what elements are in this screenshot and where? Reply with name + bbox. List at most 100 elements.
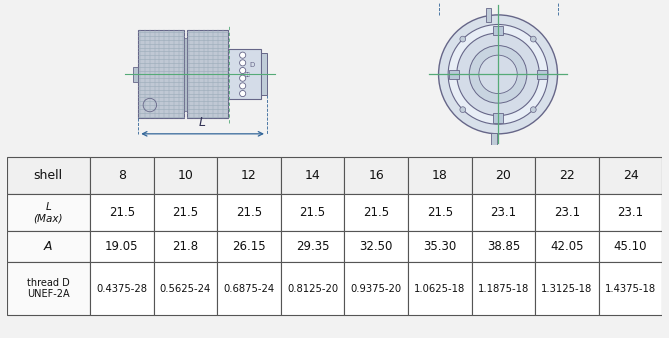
Text: 14: 14 bbox=[304, 169, 320, 182]
Text: 18: 18 bbox=[432, 169, 448, 182]
Text: 10: 10 bbox=[177, 169, 193, 182]
Bar bbox=[493, 114, 503, 123]
Text: A: A bbox=[44, 240, 53, 253]
Bar bbox=[217, 194, 281, 231]
Bar bbox=[535, 158, 599, 194]
Bar bbox=[408, 231, 472, 262]
Bar bbox=[185, 38, 187, 111]
Bar bbox=[408, 262, 472, 315]
Text: 21.5: 21.5 bbox=[109, 206, 135, 219]
Text: 1.1875-18: 1.1875-18 bbox=[478, 284, 529, 294]
Text: 23.1: 23.1 bbox=[490, 206, 516, 219]
Text: 0.6875-24: 0.6875-24 bbox=[223, 284, 274, 294]
Text: 19.05: 19.05 bbox=[105, 240, 138, 253]
Text: thread D
UNEF-2A: thread D UNEF-2A bbox=[27, 278, 70, 299]
Bar bbox=[154, 262, 217, 315]
Bar bbox=[599, 194, 662, 231]
Text: 20: 20 bbox=[496, 169, 511, 182]
Bar bbox=[7, 262, 90, 315]
Bar bbox=[90, 262, 154, 315]
Bar bbox=[7, 158, 90, 194]
Text: 0.8125-20: 0.8125-20 bbox=[287, 284, 338, 294]
Bar bbox=[535, 231, 599, 262]
Bar bbox=[345, 231, 408, 262]
Text: 32.50: 32.50 bbox=[359, 240, 393, 253]
Bar bbox=[472, 194, 535, 231]
Circle shape bbox=[240, 83, 246, 89]
Bar bbox=[599, 158, 662, 194]
Text: 21.8: 21.8 bbox=[173, 240, 199, 253]
Bar bbox=[281, 194, 345, 231]
Text: 35.30: 35.30 bbox=[423, 240, 456, 253]
Circle shape bbox=[240, 52, 246, 58]
Bar bbox=[599, 262, 662, 315]
Text: 29.35: 29.35 bbox=[296, 240, 329, 253]
Bar bbox=[345, 158, 408, 194]
Text: 42.05: 42.05 bbox=[550, 240, 583, 253]
Circle shape bbox=[457, 33, 539, 116]
Text: shell: shell bbox=[33, 169, 63, 182]
Bar bbox=[599, 231, 662, 262]
Text: 21.5: 21.5 bbox=[427, 206, 453, 219]
Bar bbox=[154, 231, 217, 262]
Bar bbox=[90, 158, 154, 194]
Bar bbox=[281, 231, 345, 262]
Bar bbox=[472, 231, 535, 262]
Text: 1.4375-18: 1.4375-18 bbox=[605, 284, 656, 294]
Bar bbox=[472, 262, 535, 315]
Circle shape bbox=[240, 68, 246, 74]
Circle shape bbox=[460, 107, 466, 113]
Bar bbox=[450, 70, 459, 79]
Circle shape bbox=[531, 107, 536, 113]
Bar bbox=[261, 53, 267, 95]
Text: 1.3125-18: 1.3125-18 bbox=[541, 284, 593, 294]
Bar bbox=[535, 262, 599, 315]
Text: 23.1: 23.1 bbox=[617, 206, 644, 219]
Bar bbox=[408, 158, 472, 194]
Bar bbox=[90, 194, 154, 231]
Circle shape bbox=[448, 24, 548, 124]
Circle shape bbox=[240, 91, 246, 97]
Text: 8: 8 bbox=[118, 169, 126, 182]
Bar bbox=[132, 67, 138, 82]
Text: 23.1: 23.1 bbox=[554, 206, 580, 219]
Bar bbox=[138, 30, 185, 119]
Bar bbox=[90, 231, 154, 262]
Bar bbox=[281, 262, 345, 315]
Circle shape bbox=[531, 36, 536, 42]
Bar bbox=[217, 158, 281, 194]
Bar bbox=[535, 194, 599, 231]
Bar bbox=[227, 49, 261, 99]
Text: 16: 16 bbox=[368, 169, 384, 182]
Text: 22: 22 bbox=[559, 169, 575, 182]
Circle shape bbox=[469, 46, 527, 103]
Text: D: D bbox=[250, 62, 255, 68]
Text: L
(Max): L (Max) bbox=[33, 202, 63, 223]
Bar bbox=[345, 194, 408, 231]
Bar bbox=[217, 231, 281, 262]
Bar bbox=[154, 158, 217, 194]
Circle shape bbox=[240, 60, 246, 66]
Bar bbox=[345, 262, 408, 315]
Text: 38.85: 38.85 bbox=[487, 240, 520, 253]
Text: 21.5: 21.5 bbox=[300, 206, 326, 219]
Circle shape bbox=[460, 36, 466, 42]
Bar bbox=[491, 133, 497, 146]
Circle shape bbox=[479, 55, 517, 94]
Bar bbox=[493, 26, 503, 35]
Bar bbox=[408, 194, 472, 231]
Bar bbox=[486, 8, 491, 22]
Bar bbox=[7, 194, 90, 231]
Text: 0.4375-28: 0.4375-28 bbox=[96, 284, 147, 294]
Text: 螺纹: 螺纹 bbox=[245, 72, 251, 77]
Text: 12: 12 bbox=[241, 169, 257, 182]
Text: 1.0625-18: 1.0625-18 bbox=[414, 284, 466, 294]
Text: L: L bbox=[199, 116, 206, 129]
Bar bbox=[154, 194, 217, 231]
Bar bbox=[187, 30, 227, 119]
Circle shape bbox=[439, 15, 557, 134]
Bar bbox=[281, 158, 345, 194]
Text: 0.9375-20: 0.9375-20 bbox=[351, 284, 401, 294]
Text: 21.5: 21.5 bbox=[236, 206, 262, 219]
Text: 24: 24 bbox=[623, 169, 638, 182]
